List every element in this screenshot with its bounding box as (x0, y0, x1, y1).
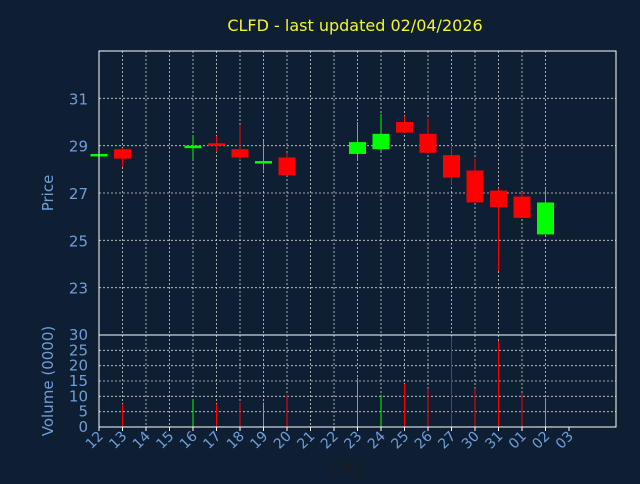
candle-body (537, 202, 554, 235)
x-axis-label: Day (333, 459, 361, 475)
candle-body (231, 149, 249, 158)
candle-body (372, 133, 390, 150)
volume-tick-label: 25 (69, 341, 88, 359)
price-tick-label: 27 (69, 185, 88, 203)
volume-plot-frame (98, 334, 617, 428)
volume-tick-label: 10 (69, 387, 88, 405)
candle-body (443, 155, 460, 178)
price-axis-label: Price (39, 175, 57, 212)
volume-tick-label: 20 (69, 357, 88, 375)
price-tick-label: 29 (69, 138, 88, 156)
candle-body (208, 143, 225, 146)
volume-bars (98, 336, 546, 427)
candle-body (466, 170, 484, 203)
candle-body (396, 122, 413, 133)
x-tick-labels: 12 13 14 15 16 17 18 19 20 21 22 23 24 25 26 27 30 31 01 02… (83, 427, 577, 452)
price-tick-label: 31 (69, 90, 88, 108)
price-tick-label: 23 (69, 280, 88, 298)
candle-body (278, 157, 296, 176)
candle-body (349, 142, 366, 154)
candle-body (513, 196, 531, 218)
candle-body (490, 190, 507, 208)
price-tick-labels: 23 25 27 29 31 (69, 90, 88, 297)
volume-tick-label: 5 (78, 403, 88, 421)
candle-body (255, 161, 272, 164)
volume-tick-label: 0 (78, 418, 88, 436)
volume-tick-label: 15 (69, 372, 88, 390)
candle-body (419, 133, 437, 153)
price-candles (90, 113, 554, 272)
candle-body (114, 149, 131, 159)
price-tick-label: 25 (69, 232, 88, 250)
volume-axis-label: Volume (0000) (39, 326, 57, 436)
volume-tick-label: 30 (69, 326, 88, 344)
candle-body (184, 145, 202, 149)
chart-title: CLFD - last updated 02/04/2026 (227, 16, 482, 35)
